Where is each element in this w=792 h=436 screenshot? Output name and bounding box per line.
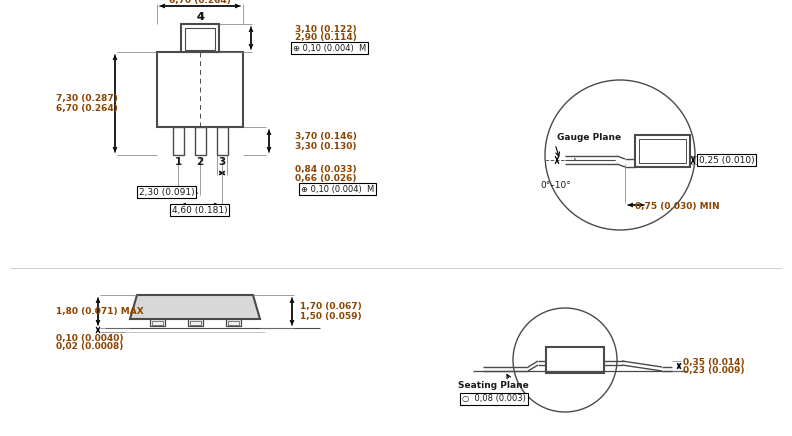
Bar bbox=[152, 321, 163, 325]
Bar bbox=[226, 319, 241, 326]
Text: 0,23 (0.009): 0,23 (0.009) bbox=[683, 367, 744, 375]
Text: 3: 3 bbox=[219, 157, 226, 167]
Bar bbox=[173, 127, 184, 155]
Text: 0,10 (0.0040): 0,10 (0.0040) bbox=[56, 334, 124, 343]
Text: 3,30 (0.130): 3,30 (0.130) bbox=[295, 142, 356, 150]
Text: 0,35 (0.014): 0,35 (0.014) bbox=[683, 358, 744, 368]
Text: 0,02 (0.0008): 0,02 (0.0008) bbox=[56, 343, 124, 351]
Text: 7,30 (0.287): 7,30 (0.287) bbox=[56, 94, 118, 103]
Text: 0,66 (0.026): 0,66 (0.026) bbox=[295, 174, 356, 183]
Text: 1,70 (0.067): 1,70 (0.067) bbox=[300, 302, 362, 311]
Text: 0,25 (0.010): 0,25 (0.010) bbox=[699, 156, 755, 164]
Polygon shape bbox=[130, 295, 260, 319]
Text: Gauge Plane: Gauge Plane bbox=[557, 133, 621, 142]
Text: 0,75 (0.030) MIN: 0,75 (0.030) MIN bbox=[635, 201, 720, 211]
Text: 4,60 (0.181): 4,60 (0.181) bbox=[172, 205, 227, 215]
Text: 2,30 (0.091): 2,30 (0.091) bbox=[139, 187, 195, 197]
Bar bbox=[228, 321, 239, 325]
Text: 0,84 (0.033): 0,84 (0.033) bbox=[295, 164, 357, 174]
Bar bbox=[635, 135, 690, 167]
Bar bbox=[157, 52, 243, 127]
Bar bbox=[185, 28, 215, 50]
Text: ⊕ 0,10 (0.004)  M: ⊕ 0,10 (0.004) M bbox=[293, 44, 366, 52]
Text: 3,70 (0.146): 3,70 (0.146) bbox=[295, 132, 357, 140]
Text: 2: 2 bbox=[196, 157, 204, 167]
Text: 2,90 (0.114): 2,90 (0.114) bbox=[295, 33, 357, 41]
Bar bbox=[190, 321, 201, 325]
Text: 0°–10°: 0°–10° bbox=[540, 181, 571, 190]
Bar bbox=[188, 319, 203, 326]
Text: 6,70 (0.264): 6,70 (0.264) bbox=[169, 0, 231, 4]
Text: 6,70 (0.264): 6,70 (0.264) bbox=[56, 104, 118, 113]
Bar bbox=[181, 24, 219, 52]
Text: 4: 4 bbox=[196, 12, 204, 22]
Text: 4: 4 bbox=[196, 12, 204, 22]
Bar bbox=[150, 319, 165, 326]
Text: 3,10 (0.122): 3,10 (0.122) bbox=[295, 24, 357, 34]
Text: ○  0,08 (0.003): ○ 0,08 (0.003) bbox=[462, 395, 526, 403]
Bar bbox=[217, 127, 228, 155]
Bar bbox=[639, 139, 686, 163]
Text: 1,50 (0.059): 1,50 (0.059) bbox=[300, 312, 362, 321]
Text: 1,80 (0.071) MAX: 1,80 (0.071) MAX bbox=[56, 307, 144, 316]
Text: 1: 1 bbox=[174, 157, 181, 167]
Bar bbox=[195, 127, 206, 155]
Text: Seating Plane: Seating Plane bbox=[458, 381, 529, 389]
Text: ⊕ 0,10 (0.004)  M: ⊕ 0,10 (0.004) M bbox=[301, 184, 375, 194]
Bar bbox=[546, 347, 604, 373]
